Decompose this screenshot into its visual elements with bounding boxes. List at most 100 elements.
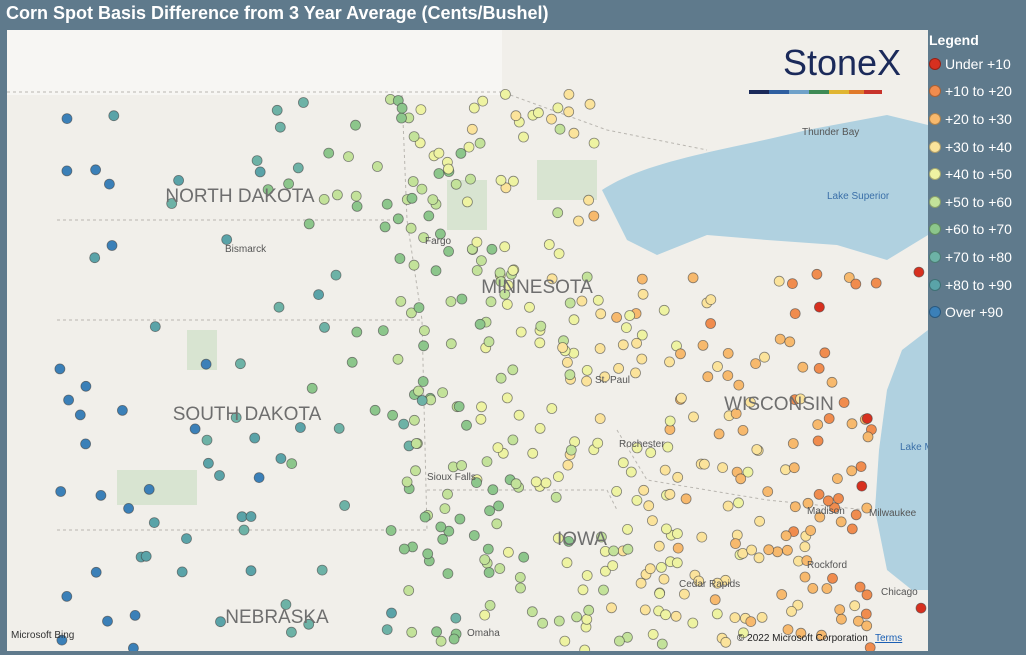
- site-marker: [720, 636, 732, 648]
- site-marker: [622, 523, 633, 535]
- site-marker: [510, 478, 522, 490]
- site-marker: [647, 515, 658, 527]
- site-marker: [576, 295, 588, 307]
- site-marker: [387, 409, 399, 421]
- site-marker: [797, 361, 809, 373]
- site-marker: [350, 119, 361, 131]
- site-marker: [455, 148, 467, 159]
- title: Corn Spot Basis Difference from 3 Year A…: [6, 3, 549, 23]
- site-marker: [672, 471, 684, 483]
- site-marker: [782, 544, 793, 556]
- site-marker: [433, 168, 445, 179]
- site-marker: [494, 563, 506, 574]
- legend-swatch: [929, 168, 941, 181]
- site-marker: [599, 371, 611, 383]
- site-marker: [90, 566, 102, 578]
- site-marker: [487, 484, 499, 496]
- site-marker: [564, 297, 576, 309]
- site-marker: [596, 531, 607, 543]
- site-marker: [405, 307, 417, 319]
- site-marker: [660, 609, 671, 621]
- site-marker: [664, 356, 675, 368]
- site-marker: [588, 210, 600, 222]
- site-marker: [413, 302, 425, 314]
- site-marker: [236, 511, 248, 523]
- site-marker: [501, 392, 513, 404]
- site-marker: [537, 617, 548, 629]
- site-marker: [514, 572, 526, 583]
- site-marker: [564, 369, 576, 381]
- site-marker: [285, 626, 297, 638]
- site-marker: [491, 518, 503, 530]
- site-marker: [786, 606, 797, 617]
- legend-item: +60 to +70: [929, 216, 1012, 244]
- site-marker: [245, 565, 257, 577]
- site-marker: [407, 176, 419, 187]
- site-marker: [456, 293, 468, 305]
- legend-swatch: [929, 57, 941, 70]
- site-marker: [245, 511, 257, 522]
- site-marker: [483, 336, 495, 348]
- site-marker: [784, 336, 796, 348]
- site-marker: [861, 502, 873, 514]
- site-marker: [479, 609, 491, 621]
- place-label: Madison: [807, 506, 845, 517]
- site-marker: [396, 112, 407, 124]
- site-marker: [571, 611, 582, 623]
- site-marker: [527, 447, 539, 459]
- site-marker: [419, 511, 431, 523]
- site-marker: [581, 570, 593, 581]
- site-marker: [861, 589, 873, 601]
- place-label: Thunder Bay: [802, 127, 859, 138]
- site-marker: [339, 500, 351, 511]
- site-marker: [513, 409, 525, 421]
- legend-label: +40 to +50: [945, 166, 1012, 183]
- site-marker: [433, 147, 445, 159]
- site-marker: [594, 343, 606, 354]
- site-marker: [614, 635, 625, 647]
- site-marker: [303, 618, 315, 630]
- site-marker: [636, 353, 648, 365]
- site-marker: [671, 557, 683, 569]
- site-marker: [230, 412, 242, 423]
- site-marker: [453, 401, 465, 412]
- site-marker: [331, 189, 343, 201]
- site-marker: [481, 456, 493, 468]
- site-marker: [456, 460, 468, 471]
- site-marker: [581, 271, 593, 283]
- legend-swatch: [929, 195, 941, 208]
- site-marker: [403, 585, 415, 596]
- state-label: NORTH DAKOTA: [165, 186, 315, 207]
- site-marker: [271, 104, 283, 116]
- site-marker: [658, 304, 670, 316]
- legend-swatch: [929, 223, 941, 236]
- site-marker: [693, 575, 705, 587]
- site-marker: [484, 600, 496, 611]
- terms[interactable]: Terms: [875, 633, 902, 644]
- legend-swatch: [929, 250, 941, 263]
- site-marker: [833, 493, 844, 504]
- site-marker: [608, 545, 619, 557]
- site-marker: [253, 472, 265, 484]
- site-marker: [789, 501, 801, 513]
- site-marker: [450, 178, 462, 190]
- site-marker: [563, 535, 575, 547]
- site-marker: [140, 550, 152, 562]
- site-marker: [583, 604, 595, 616]
- site-marker: [687, 272, 699, 284]
- site-marker: [807, 583, 819, 594]
- site-marker: [759, 351, 770, 363]
- legend-item: Over +90: [929, 298, 1012, 326]
- site-marker: [483, 567, 495, 578]
- site-marker: [418, 340, 430, 352]
- site-marker: [754, 515, 765, 527]
- place-label: Omaha: [467, 628, 500, 639]
- site-marker: [80, 438, 91, 450]
- site-marker: [530, 476, 542, 488]
- site-marker: [215, 616, 226, 628]
- site-marker: [832, 473, 843, 485]
- site-marker: [423, 210, 435, 222]
- site-marker: [913, 266, 925, 278]
- site-marker: [753, 552, 765, 564]
- site-marker: [812, 419, 824, 431]
